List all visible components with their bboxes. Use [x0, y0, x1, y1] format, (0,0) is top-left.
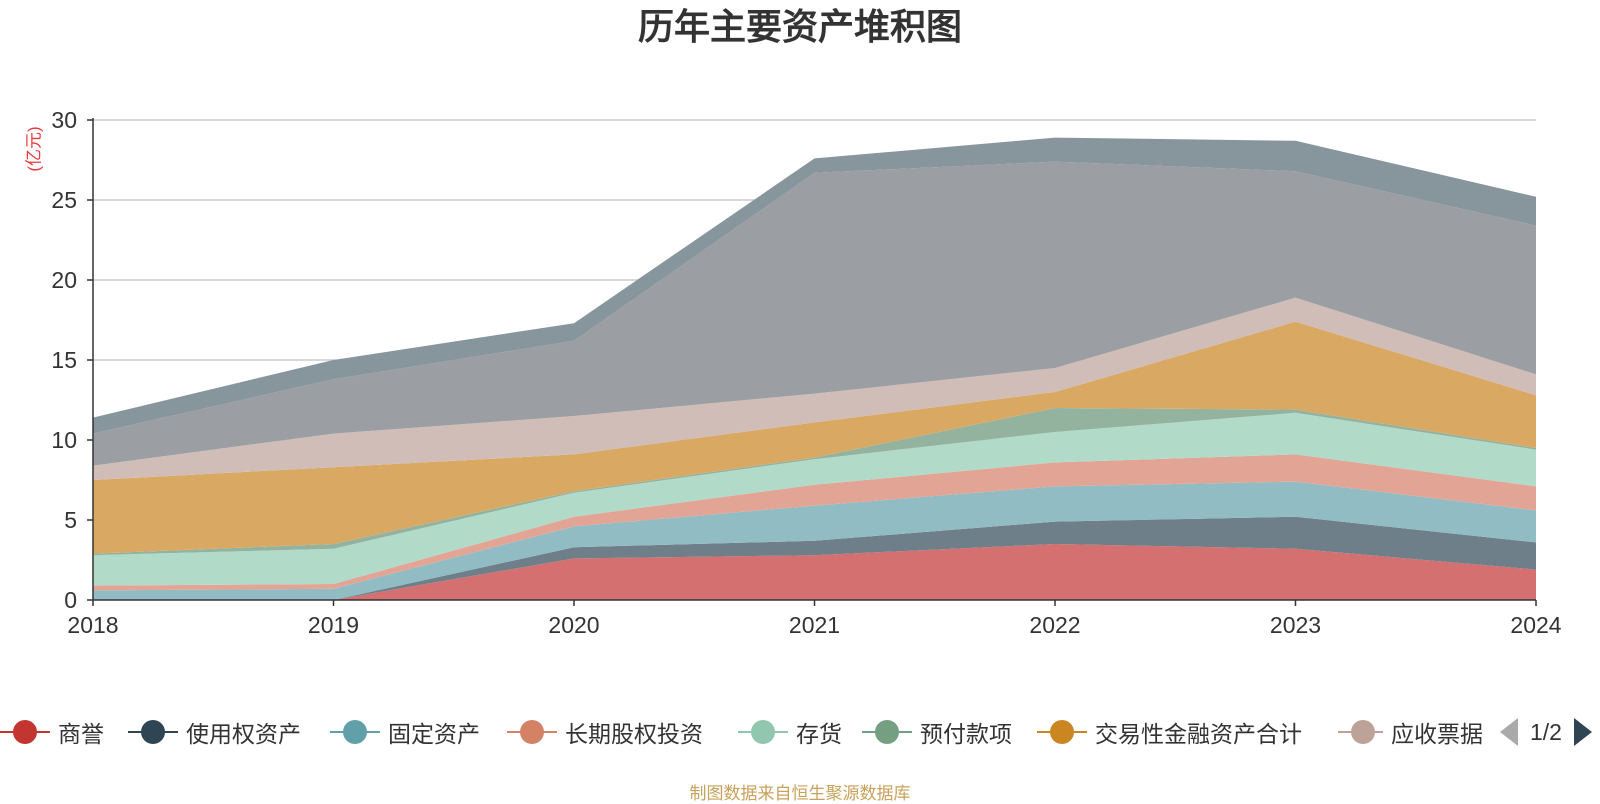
area-series-4[interactable]	[93, 454, 1536, 591]
legend-item[interactable]: 应收票据	[1338, 712, 1483, 752]
axes: 0 5 10 15 20 25 30 2018 2019 2020 2021 2022 2023 2024	[51, 107, 1561, 638]
y-tick-label: 0	[64, 587, 77, 613]
legend-marker-icon	[1037, 719, 1087, 745]
x-tick-label: 2019	[308, 612, 359, 638]
x-tick-label: 2022	[1029, 612, 1080, 638]
x-tick-label: 2018	[67, 612, 118, 638]
next-page-icon[interactable]	[1573, 718, 1592, 746]
legend-label: 长期股权投资	[565, 721, 703, 747]
area-series	[93, 137, 1536, 600]
area-series-6[interactable]	[93, 408, 1536, 556]
legend-marker-icon	[330, 719, 380, 745]
area-series-1[interactable]	[93, 544, 1536, 600]
area-series-3[interactable]	[93, 481, 1536, 600]
area-series-10[interactable]	[93, 137, 1536, 434]
legend-item[interactable]: 固定资产	[330, 712, 480, 752]
area-series-8[interactable]	[93, 297, 1536, 480]
legend-marker-icon	[738, 719, 788, 745]
legend-label: 交易性金融资产合计	[1095, 721, 1302, 747]
y-tick-label: 20	[51, 267, 77, 293]
legend-marker-icon	[507, 719, 557, 745]
y-tick-label: 15	[51, 347, 77, 373]
legend-item[interactable]: 预付款项	[862, 712, 1012, 752]
area-series-5[interactable]	[93, 412, 1536, 586]
area-series-7[interactable]	[93, 321, 1536, 554]
y-axis-unit-label: (亿元)	[20, 124, 44, 174]
legend-item[interactable]: 交易性金融资产合计	[1037, 712, 1302, 752]
y-tick-label: 5	[64, 507, 77, 533]
area-series-2[interactable]	[93, 516, 1536, 600]
legend-marker-icon	[862, 719, 912, 745]
chart-title: 历年主要资产堆积图	[637, 6, 962, 47]
legend-pager: 1/2	[1500, 712, 1592, 752]
x-tick-label: 2021	[789, 612, 840, 638]
legend-label: 固定资产	[388, 721, 480, 747]
legend-label: 应收票据	[1391, 721, 1483, 747]
legend-label: 预付款项	[920, 721, 1012, 747]
area-series-9[interactable]	[93, 161, 1536, 466]
legend-label: 使用权资产	[186, 721, 301, 747]
legend-marker-icon	[1338, 719, 1383, 745]
legend-item[interactable]: 存货	[738, 712, 842, 752]
legend-item[interactable]: 商誉	[0, 712, 104, 752]
y-axis-unit-text: (亿元)	[24, 126, 44, 172]
stacked-area-chart: 0 5 10 15 20 25 30 2018 2019 2020 2021 2022 2023 2024	[51, 107, 1561, 638]
legend-label: 商誉	[58, 721, 104, 747]
legend-label: 存货	[796, 721, 842, 747]
legend-item[interactable]: 使用权资产	[128, 712, 301, 752]
y-tick-label: 25	[51, 187, 77, 213]
y-tick-label: 30	[51, 107, 77, 133]
x-tick-label: 2024	[1510, 612, 1561, 638]
legend: 商誉 使用权资产 固定资产 长期股权投资 存货 预付款项 交易性金融资产合计 应收票据	[0, 712, 1600, 752]
legend-marker-icon	[128, 719, 178, 745]
x-tick-label: 2023	[1270, 612, 1321, 638]
source-footer: 制图数据来自恒生聚源数据库	[689, 784, 911, 803]
y-tick-label: 10	[51, 427, 77, 453]
previous-page-icon[interactable]	[1500, 718, 1518, 746]
x-tick-label: 2020	[548, 612, 599, 638]
legend-page-indicator: 1/2	[1530, 718, 1562, 745]
legend-marker-icon	[0, 719, 50, 745]
legend-item[interactable]: 长期股权投资	[507, 712, 703, 752]
